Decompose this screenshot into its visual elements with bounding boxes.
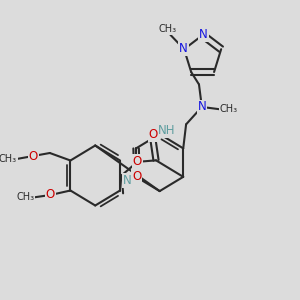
Text: O: O — [133, 155, 142, 168]
Text: O: O — [28, 149, 38, 163]
Text: CH₃: CH₃ — [158, 24, 177, 34]
Text: CH₃: CH₃ — [0, 154, 17, 164]
Text: N: N — [197, 100, 206, 113]
Text: O: O — [148, 128, 158, 141]
Text: NH: NH — [158, 124, 175, 137]
Text: NH: NH — [123, 174, 141, 187]
Text: N: N — [179, 42, 188, 55]
Text: CH₃: CH₃ — [16, 192, 34, 203]
Text: O: O — [132, 170, 141, 183]
Text: CH₃: CH₃ — [220, 104, 238, 114]
Text: N: N — [199, 28, 208, 41]
Text: O: O — [46, 188, 55, 202]
